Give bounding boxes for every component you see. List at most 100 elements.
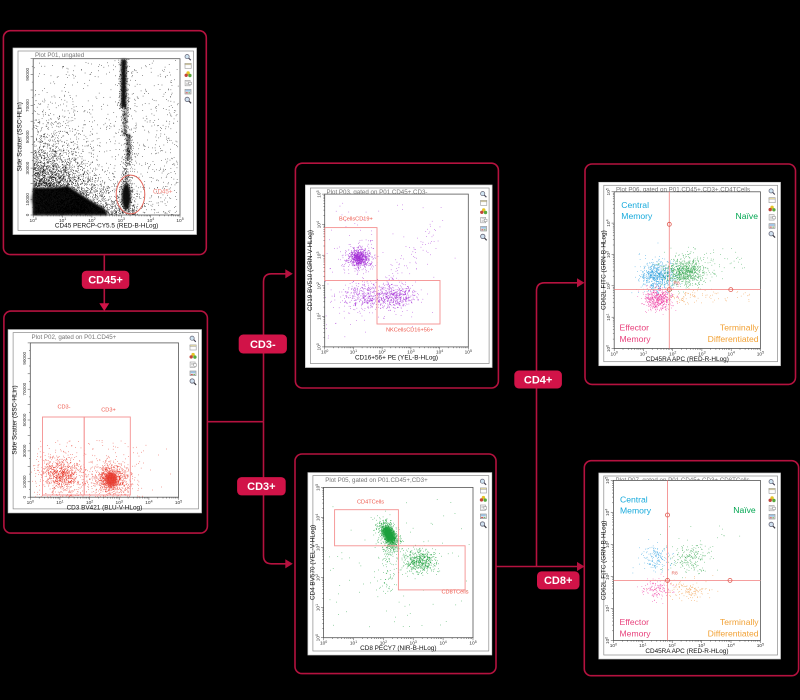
- svg-text:CD62L FITC (GRN-B-HLog): CD62L FITC (GRN-B-HLog): [600, 230, 607, 310]
- svg-text:104: 104: [315, 514, 322, 521]
- svg-text:Effector: Effector: [620, 617, 650, 627]
- svg-text:Side Scatter (SSC-HLin): Side Scatter (SSC-HLin): [17, 102, 24, 171]
- svg-text:Side Scatter (SSC-HLin): Side Scatter (SSC-HLin): [12, 385, 19, 454]
- svg-text:CD62L FITC (GRN-B-HLog): CD62L FITC (GRN-B-HLog): [600, 521, 607, 601]
- svg-text:Memory: Memory: [620, 629, 652, 639]
- svg-text:101: 101: [605, 314, 612, 321]
- svg-text:70000: 70000: [25, 99, 30, 112]
- svg-text:0: 0: [25, 213, 30, 216]
- svg-text:103: 103: [698, 351, 705, 358]
- svg-text:101: 101: [56, 499, 63, 506]
- svg-text:102: 102: [378, 349, 385, 356]
- svg-text:90000: 90000: [25, 67, 30, 80]
- svg-text:0: 0: [22, 495, 27, 498]
- svg-text:CD8 PECY7 (NIR-B-HLog): CD8 PECY7 (NIR-B-HLog): [360, 645, 436, 652]
- svg-text:CD45+: CD45+: [88, 275, 123, 287]
- svg-text:104: 104: [436, 349, 443, 356]
- svg-text:100: 100: [30, 217, 37, 224]
- svg-text:104: 104: [605, 509, 612, 516]
- svg-text:100: 100: [321, 349, 328, 356]
- svg-text:102: 102: [669, 351, 676, 358]
- svg-text:CD3+: CD3+: [101, 408, 115, 414]
- svg-text:100: 100: [605, 637, 612, 644]
- svg-text:101: 101: [59, 217, 66, 224]
- svg-text:CD3-: CD3-: [250, 339, 276, 351]
- svg-text:CD45+: CD45+: [153, 189, 173, 196]
- svg-text:R8: R8: [672, 571, 678, 577]
- svg-text:CD45RA APC (RED-R-HLog): CD45RA APC (RED-R-HLog): [646, 356, 729, 363]
- svg-text:30000: 30000: [22, 444, 27, 457]
- svg-text:100: 100: [610, 643, 617, 650]
- svg-text:CD19 BV510 (GRN-V-HLog): CD19 BV510 (GRN-V-HLog): [307, 230, 314, 311]
- svg-text:CD8TCells: CD8TCells: [442, 590, 469, 596]
- svg-text:102: 102: [316, 282, 323, 289]
- svg-text:102: 102: [380, 640, 387, 647]
- svg-text:Terminally: Terminally: [720, 617, 759, 627]
- svg-text:Central: Central: [621, 200, 649, 210]
- svg-text:50000: 50000: [22, 413, 27, 426]
- svg-text:104: 104: [145, 499, 152, 506]
- svg-text:Central: Central: [620, 495, 648, 505]
- svg-text:103: 103: [605, 541, 612, 548]
- svg-text:104: 104: [728, 351, 735, 358]
- svg-text:103: 103: [116, 499, 123, 506]
- svg-text:103: 103: [410, 640, 417, 647]
- svg-text:105: 105: [316, 190, 323, 197]
- svg-text:105: 105: [465, 349, 472, 356]
- svg-text:102: 102: [315, 574, 322, 581]
- svg-text:102: 102: [605, 282, 612, 289]
- svg-text:100: 100: [27, 499, 34, 506]
- svg-text:Differentiated: Differentiated: [708, 629, 759, 639]
- svg-text:102: 102: [669, 643, 676, 650]
- svg-text:100: 100: [316, 343, 323, 350]
- svg-text:CD45 PERCP-CY5.5 (RED-B-HLog): CD45 PERCP-CY5.5 (RED-B-HLog): [55, 222, 158, 229]
- svg-text:105: 105: [605, 188, 612, 195]
- svg-text:CD16+56+ PE (YEL-B-HLog): CD16+56+ PE (YEL-B-HLog): [355, 354, 438, 361]
- svg-text:CD3-: CD3-: [57, 405, 70, 411]
- svg-text:101: 101: [315, 604, 322, 611]
- svg-text:102: 102: [86, 499, 93, 506]
- svg-text:CD4TCells: CD4TCells: [357, 499, 384, 505]
- svg-text:103: 103: [605, 251, 612, 258]
- svg-text:101: 101: [316, 313, 323, 320]
- svg-text:105: 105: [469, 640, 476, 647]
- svg-text:CD3 BV421 (BLU-V-HLog): CD3 BV421 (BLU-V-HLog): [67, 505, 143, 512]
- svg-text:100: 100: [315, 634, 322, 641]
- svg-text:103: 103: [698, 643, 705, 650]
- svg-text:105: 105: [757, 351, 764, 358]
- svg-text:Memory: Memory: [620, 334, 652, 344]
- svg-text:Memory: Memory: [621, 211, 653, 221]
- svg-text:R8: R8: [674, 280, 680, 286]
- svg-text:100: 100: [611, 351, 618, 358]
- svg-text:101: 101: [639, 643, 646, 650]
- svg-text:100: 100: [605, 345, 612, 352]
- svg-text:104: 104: [439, 640, 446, 647]
- svg-text:Plot P05, gated on P01.CD45+,C: Plot P05, gated on P01.CD45+,CD3+: [325, 477, 428, 484]
- svg-text:105: 105: [175, 499, 182, 506]
- svg-text:CD45RA APC (RED-R-HLog): CD45RA APC (RED-R-HLog): [645, 648, 728, 655]
- svg-text:70000: 70000: [22, 382, 27, 395]
- svg-text:105: 105: [605, 477, 612, 484]
- svg-text:104: 104: [727, 643, 734, 650]
- svg-text:101: 101: [640, 351, 647, 358]
- svg-text:Plot P03, gated on P01.CD45+,C: Plot P03, gated on P01.CD45+,CD3-: [327, 189, 428, 196]
- svg-text:CD4+: CD4+: [524, 374, 552, 386]
- svg-text:CD8+: CD8+: [544, 575, 572, 587]
- svg-text:104: 104: [316, 221, 323, 228]
- svg-text:30000: 30000: [25, 161, 30, 174]
- svg-text:101: 101: [350, 349, 357, 356]
- svg-text:Plot P06, gated on P01.CD45+,C: Plot P06, gated on P01.CD45+,CD3+,CD4TCe…: [616, 187, 750, 194]
- svg-text:102: 102: [88, 217, 95, 224]
- svg-text:105: 105: [176, 217, 183, 224]
- svg-text:103: 103: [118, 217, 125, 224]
- svg-text:Differentiated: Differentiated: [708, 334, 759, 344]
- svg-text:104: 104: [147, 217, 154, 224]
- svg-text:NKCellsCD16+56+: NKCellsCD16+56+: [386, 328, 433, 334]
- svg-text:103: 103: [407, 349, 414, 356]
- svg-text:Naïve: Naïve: [736, 211, 759, 221]
- svg-text:Effector: Effector: [620, 323, 650, 333]
- svg-text:104: 104: [605, 219, 612, 226]
- svg-text:10000: 10000: [25, 193, 30, 206]
- svg-text:100: 100: [320, 640, 327, 647]
- svg-text:Plot P02, gated on P01.CD45+: Plot P02, gated on P01.CD45+: [32, 334, 117, 341]
